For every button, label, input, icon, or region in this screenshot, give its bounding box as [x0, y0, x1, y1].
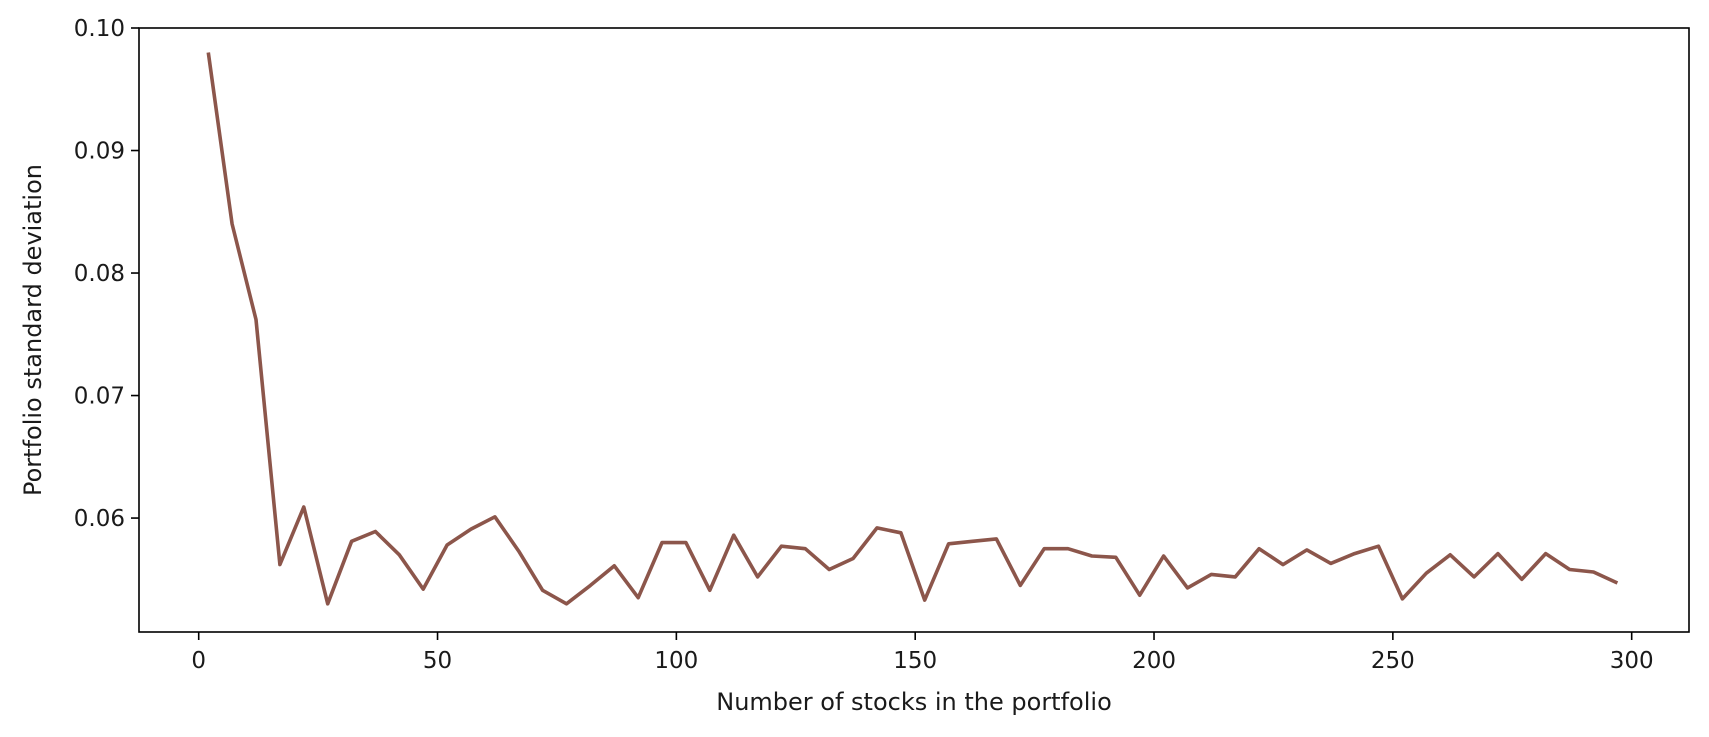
- x-tick-label: 0: [191, 648, 206, 674]
- y-axis: 0.06 0.07 0.08 0.09 0.10: [74, 16, 139, 532]
- y-axis-label: Portfolio standard deviation: [19, 164, 47, 496]
- y-tick-label: 0.06: [74, 506, 125, 532]
- x-tick-label: 300: [1610, 648, 1654, 674]
- y-tick-label: 0.09: [74, 139, 125, 165]
- series-line: [206, 52, 1619, 606]
- plot-frame: [138, 27, 1690, 633]
- y-tick-label: 0.08: [74, 261, 125, 287]
- x-tick-label: 200: [1132, 648, 1176, 674]
- y-tick-label: 0.10: [74, 16, 125, 42]
- y-tick-label: 0.07: [74, 384, 125, 410]
- x-tick-label: 100: [654, 648, 698, 674]
- x-tick-label: 250: [1371, 648, 1415, 674]
- x-axis-label: Number of stocks in the portfolio: [716, 688, 1112, 716]
- plot-area: 0 50 100 150 200 250 300 0.06 0.07 0.08 0.09 0.10: [74, 16, 1690, 674]
- series-layer: [206, 52, 1619, 606]
- x-tick-label: 150: [893, 648, 937, 674]
- x-tick-label: 50: [423, 648, 452, 674]
- x-axis: 0 50 100 150 200 250 300: [191, 632, 1654, 674]
